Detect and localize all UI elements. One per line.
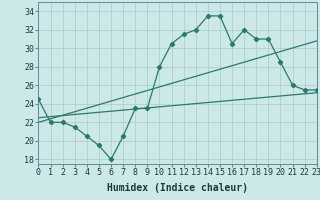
X-axis label: Humidex (Indice chaleur): Humidex (Indice chaleur) xyxy=(107,183,248,193)
